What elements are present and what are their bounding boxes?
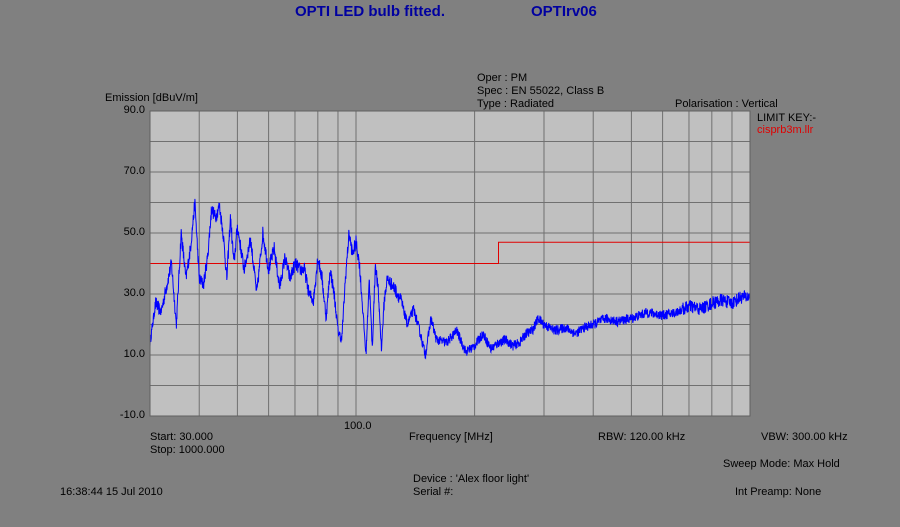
sweep-mode-label: Sweep Mode: Max Hold <box>723 458 840 470</box>
y-tick-label: -10.0 <box>119 409 145 421</box>
y-tick-label: 70.0 <box>123 165 145 177</box>
series-layer <box>149 198 751 360</box>
operator-label: Oper : PM <box>477 72 528 84</box>
y-tick-label: 30.0 <box>123 287 145 299</box>
start-frequency: Start: 30.000 <box>150 431 213 443</box>
y-tick-label: 10.0 <box>123 348 145 360</box>
vbw-label: VBW: 300.00 kHz <box>761 431 848 443</box>
grid-lines <box>150 111 750 416</box>
stop-frequency: Stop: 1000.000 <box>150 444 225 456</box>
file-id: OPTIrv06 <box>531 3 597 20</box>
y-tick-label: 90.0 <box>123 104 145 116</box>
chart-title: OPTI LED bulb fitted. <box>295 3 445 20</box>
serial-label: Serial #: <box>413 486 454 498</box>
limit-key-label: LIMIT KEY:- <box>757 112 817 124</box>
x-tick-label: 100.0 <box>344 420 372 432</box>
type-label: Type : Radiated <box>477 98 555 110</box>
spec-label: Spec : EN 55022, Class B <box>477 85 605 97</box>
plot-border <box>149 110 751 417</box>
polarisation-label: Polarisation : Vertical <box>675 98 778 110</box>
y-axis-label: Emission [dBuV/m] <box>105 92 198 104</box>
y-tick-label: 50.0 <box>123 226 145 238</box>
emission-trace <box>149 198 751 360</box>
limit-name: cisprb3m.llr <box>757 124 814 136</box>
timestamp: 16:38:44 15 Jul 2010 <box>60 486 163 498</box>
limit-line <box>150 241 750 264</box>
x-axis-label: Frequency [MHz] <box>409 431 493 443</box>
rbw-label: RBW: 120.00 kHz <box>598 431 686 443</box>
device-label: Device : 'Alex floor light' <box>413 473 530 485</box>
int-preamp-label: Int Preamp: None <box>735 486 822 498</box>
